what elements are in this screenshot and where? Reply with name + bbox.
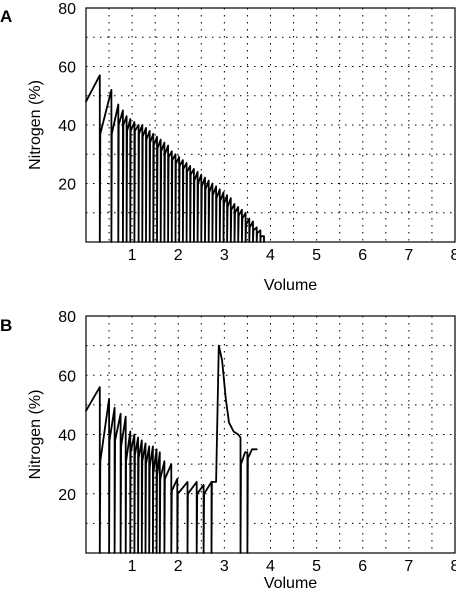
panel-a-x-tick-label: 1	[128, 247, 137, 264]
panel-b-x-tick-label: 6	[358, 558, 367, 575]
panel-a-y-axis-title: Nitrogen (%)	[27, 80, 44, 170]
panel-b-x-tick-label: 3	[220, 558, 229, 575]
panel-b-y-tick-label: 40	[58, 428, 76, 445]
panel-b-x-tick-label: 2	[174, 558, 183, 575]
panel-a-x-tick-label: 5	[312, 247, 321, 264]
panel-a-x-tick-label: 7	[404, 247, 413, 264]
panel-b-nitrogen-trace	[85, 344, 258, 554]
panel-b-x-tick-label: 5	[312, 558, 321, 575]
panel-a-x-tick-label: 3	[220, 247, 229, 264]
panel-a-plot-frame	[85, 7, 456, 243]
panel-a-x-tick-label: 6	[358, 247, 367, 264]
panel-b-y-tick-label: 20	[58, 487, 76, 504]
panel-b-x-tick-label: 4	[266, 558, 275, 575]
panel-b-y-tick-label: 80	[58, 309, 76, 326]
panel-b-letter: B	[0, 316, 12, 335]
panel-a-nitrogen-trace	[85, 74, 265, 243]
chart-panel-b: B 1 2 3 4 5 6 7 8 20 40 60 80 Volume Nitrogen (%)	[0, 309, 456, 592]
panel-a-letter: A	[0, 7, 12, 26]
panel-b-y-tick-label: 60	[58, 368, 76, 385]
panel-a-y-tick-label: 20	[58, 177, 76, 194]
panel-b-x-tick-label: 8	[451, 558, 456, 575]
panel-b-x-tick-label: 1	[128, 558, 137, 575]
panel-b-x-axis-title: Volume	[264, 575, 317, 592]
panel-a-y-tick-label: 40	[58, 118, 76, 135]
panel-b-y-axis-title: Nitrogen (%)	[27, 390, 44, 480]
panel-a-y-tick-label: 80	[58, 1, 76, 18]
panel-b-plot-frame	[85, 315, 456, 554]
panel-a-x-tick-label: 2	[174, 247, 183, 264]
panel-a-x-tick-label: 8	[451, 247, 456, 264]
panel-b-x-tick-label: 7	[404, 558, 413, 575]
chart-panel-a: A 1 2 3 4 5 6 7 8 20 40 60 80 Volume Nitrogen (%)	[0, 1, 456, 294]
panel-a-x-axis-title: Volume	[264, 277, 317, 294]
panel-a-y-tick-label: 60	[58, 60, 76, 77]
panel-a-x-tick-label: 4	[266, 247, 275, 264]
